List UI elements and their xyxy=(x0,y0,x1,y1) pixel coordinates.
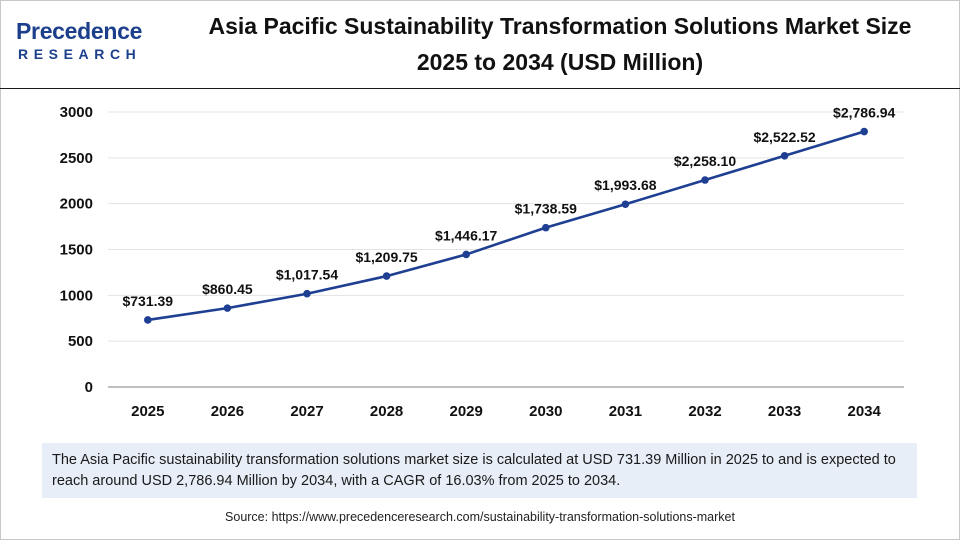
data-label: $1,738.59 xyxy=(515,201,577,217)
y-tick-label: 0 xyxy=(85,379,93,396)
data-point xyxy=(382,272,391,280)
data-point xyxy=(303,289,311,298)
data-label: $1,993.68 xyxy=(594,177,656,193)
data-label: $1,017.54 xyxy=(276,267,338,283)
summary-box: The Asia Pacific sustainability transfor… xyxy=(42,443,917,498)
x-tick-label: 2025 xyxy=(131,403,164,420)
data-label: $1,446.17 xyxy=(435,227,497,243)
data-point xyxy=(462,250,471,259)
data-point xyxy=(701,176,709,184)
x-tick-label: 2031 xyxy=(609,403,642,420)
data-label: $2,786.94 xyxy=(833,105,895,121)
x-tick-label: 2028 xyxy=(370,403,403,420)
x-tick-label: 2034 xyxy=(848,403,882,420)
data-point xyxy=(621,200,630,209)
logo-wordmark: Precedence xyxy=(16,18,143,44)
y-tick-label: 2500 xyxy=(60,150,93,167)
header: Precedence RESEARCH Asia Pacific Sustain… xyxy=(0,0,960,88)
y-tick-label: 1000 xyxy=(60,287,93,304)
data-label: $1,209.75 xyxy=(355,249,417,265)
data-label: $2,258.10 xyxy=(674,153,736,169)
data-label: $860.45 xyxy=(202,281,253,297)
chart-title: Asia Pacific Sustainability Transformati… xyxy=(208,13,912,75)
y-tick-label: 3000 xyxy=(60,104,93,121)
data-point xyxy=(542,223,550,232)
x-tick-label: 2032 xyxy=(688,403,721,420)
data-point xyxy=(780,151,789,160)
x-tick-label: 2026 xyxy=(211,403,244,420)
line-chart: 0 500 1000 1500 2000 2500 3000 2025 2026 2027 2028… xyxy=(60,104,904,420)
data-point xyxy=(860,127,868,136)
series-line xyxy=(147,130,865,322)
data-label: $2,522.52 xyxy=(753,129,815,145)
source-citation: Source: https://www.precedenceresearch.c… xyxy=(225,510,735,524)
x-tick-label: 2033 xyxy=(768,403,801,420)
y-tick-label: 2000 xyxy=(60,196,93,213)
data-label: $731.39 xyxy=(122,293,173,309)
y-tick-label: 500 xyxy=(68,333,93,350)
y-tick-label: 1500 xyxy=(60,242,93,259)
x-tick-label: 2029 xyxy=(450,403,483,420)
x-tick-label: 2027 xyxy=(290,403,323,420)
brand-logo: Precedence RESEARCH xyxy=(16,18,166,68)
logo-subtitle: RESEARCH xyxy=(18,46,142,62)
x-tick-label: 2030 xyxy=(529,403,562,420)
data-point xyxy=(144,316,152,324)
header-divider xyxy=(0,88,960,89)
data-point xyxy=(223,304,232,312)
